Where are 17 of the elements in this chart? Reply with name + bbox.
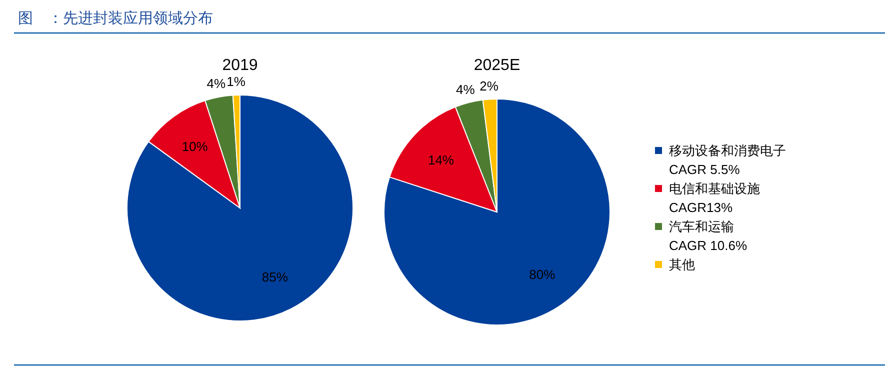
pie-slice xyxy=(126,94,354,322)
chart-title: 2025E xyxy=(474,57,520,74)
data-label: 10% xyxy=(182,138,208,154)
data-label: 1% xyxy=(226,74,246,90)
pie-slice xyxy=(384,98,610,326)
legend-label: 汽车和运输 CAGR 10.6% xyxy=(669,219,748,253)
chart-title: 2019 xyxy=(222,57,258,74)
legend-label: 电信和基础设施 CAGR13% xyxy=(669,181,760,215)
data-label: 4% xyxy=(206,76,226,92)
data-label: 2% xyxy=(480,78,499,94)
data-label: 85% xyxy=(262,269,288,284)
data-label: 80% xyxy=(529,267,556,282)
text: 图 ：先进封装应用领域分布 xyxy=(18,10,213,27)
legend-label: 其他 xyxy=(669,257,695,272)
legend-label: 移动设备和消费电子 CAGR 5.5% xyxy=(669,143,786,177)
data-label: 14% xyxy=(428,152,454,168)
data-label: 4% xyxy=(456,82,476,97)
